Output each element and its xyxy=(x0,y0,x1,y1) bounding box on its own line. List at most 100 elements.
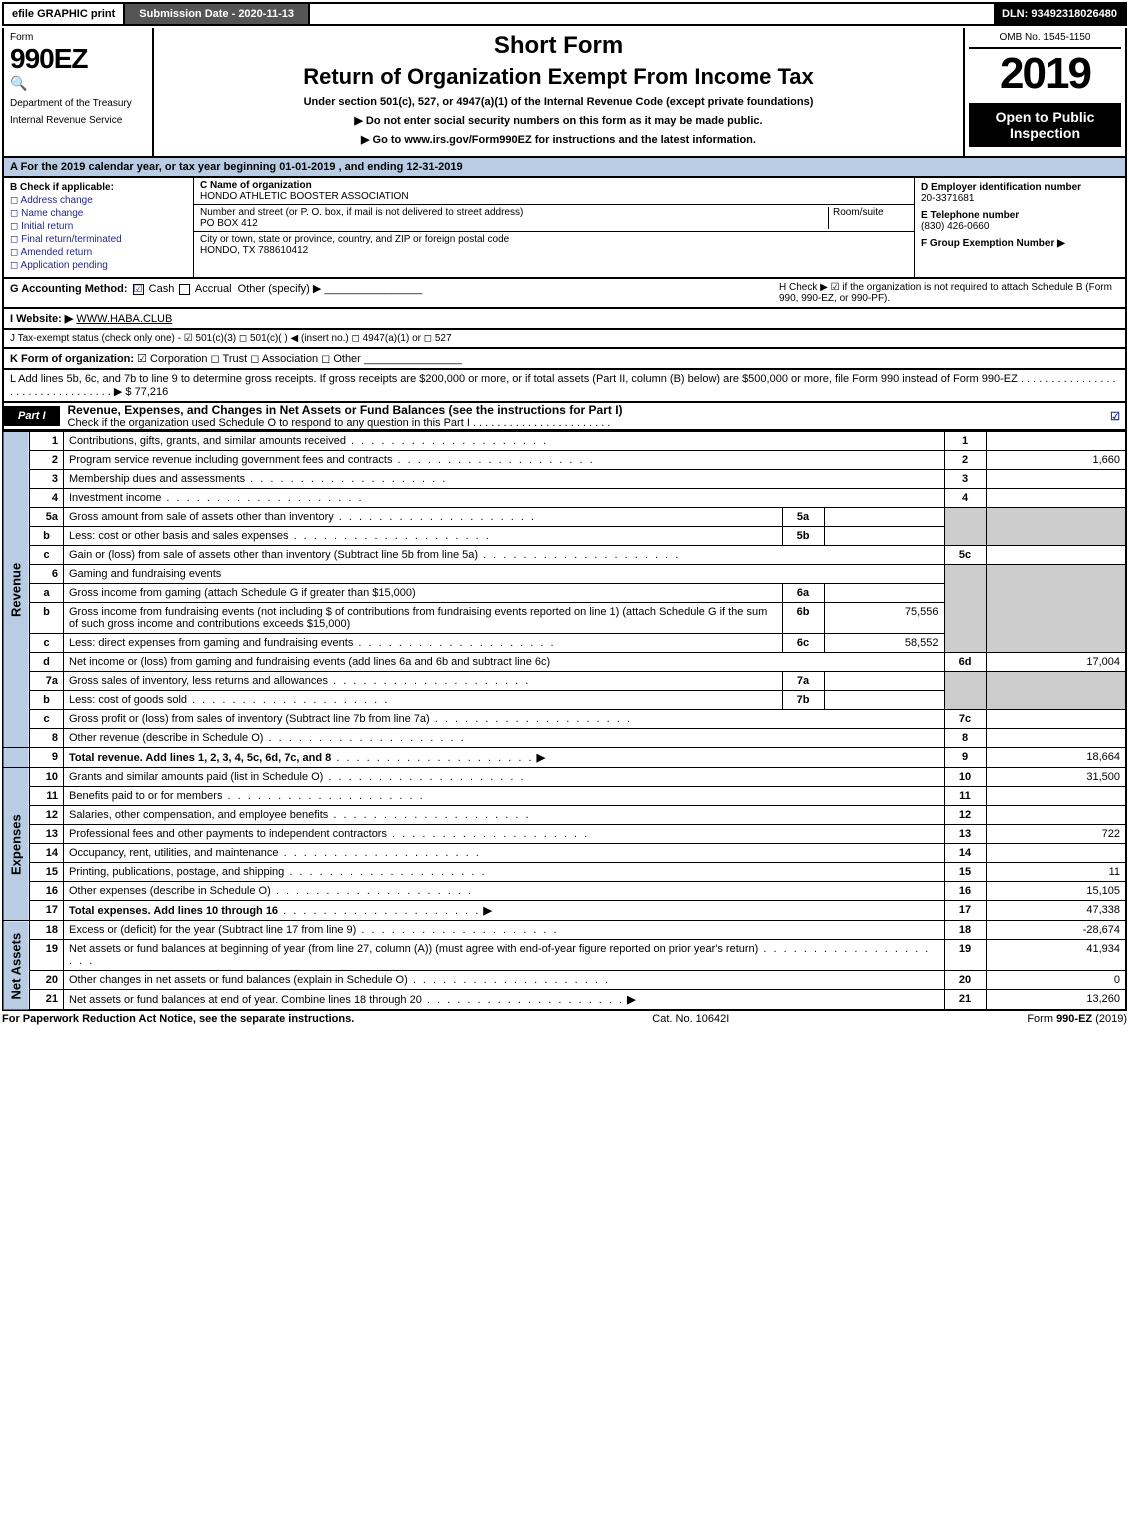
efile-print-button[interactable]: efile GRAPHIC print xyxy=(4,4,125,24)
ln7a-sub xyxy=(824,672,944,691)
ln8-no: 8 xyxy=(30,729,64,748)
ln5a-box: 5a xyxy=(782,508,824,527)
chk-cash[interactable]: ☑ xyxy=(133,284,144,295)
chk-amended-return[interactable]: ◻ Amended return xyxy=(10,247,187,258)
g-cash: Cash xyxy=(149,283,175,295)
ln13-desc: Professional fees and other payments to … xyxy=(64,825,945,844)
ln7b-desc: Less: cost of goods sold xyxy=(64,691,783,710)
ln6b-desc: Gross income from fundraising events (no… xyxy=(64,603,783,634)
part1-check[interactable]: ☑ xyxy=(1105,410,1125,423)
ln15-ref: 15 xyxy=(944,863,986,882)
ln21-desc: Net assets or fund balances at end of ye… xyxy=(64,990,945,1011)
chk-final-return[interactable]: ◻ Final return/terminated xyxy=(10,234,187,245)
ln12-amt xyxy=(986,806,1126,825)
ln7b-no: b xyxy=(30,691,64,710)
ln16-amt: 15,105 xyxy=(986,882,1126,901)
ln11-ref: 11 xyxy=(944,787,986,806)
submission-date-button[interactable]: Submission Date - 2020-11-13 xyxy=(125,4,310,24)
g-other: Other (specify) ▶ xyxy=(238,283,322,295)
ln13-ref: 13 xyxy=(944,825,986,844)
ln2-no: 2 xyxy=(30,451,64,470)
omb-number: OMB No. 1545-1150 xyxy=(969,32,1121,49)
ein-label: D Employer identification number xyxy=(921,182,1119,193)
ln5a-desc: Gross amount from sale of assets other t… xyxy=(64,508,783,527)
ln7b-box: 7b xyxy=(782,691,824,710)
street-label: Number and street (or P. O. box, if mail… xyxy=(200,207,523,218)
org-name: HONDO ATHLETIC BOOSTER ASSOCIATION xyxy=(200,191,409,202)
footer-right: Form 990-EZ (2019) xyxy=(1027,1013,1127,1025)
ln17-amt: 47,338 xyxy=(986,901,1126,921)
col-b: B Check if applicable: ◻ Address change … xyxy=(4,178,194,277)
ln9-amt: 18,664 xyxy=(986,748,1126,768)
ln16-no: 16 xyxy=(30,882,64,901)
netassets-side-label: Net Assets xyxy=(3,921,30,1011)
ln11-no: 11 xyxy=(30,787,64,806)
ln1-desc: Contributions, gifts, grants, and simila… xyxy=(64,432,945,451)
ssn-note: ▶ Do not enter social security numbers o… xyxy=(162,114,955,127)
gex-label: F Group Exemption Number ▶ xyxy=(921,238,1119,249)
part1-grid: Revenue 1 Contributions, gifts, grants, … xyxy=(2,431,1127,1011)
ln4-no: 4 xyxy=(30,489,64,508)
ln14-amt xyxy=(986,844,1126,863)
row-i: I Website: ▶ WWW.HABA.CLUB xyxy=(2,309,1127,330)
ln6d-no: d xyxy=(30,653,64,672)
chk-application-pending[interactable]: ◻ Application pending xyxy=(10,260,187,271)
row-j: J Tax-exempt status (check only one) - ☑… xyxy=(2,330,1127,349)
footer-cat: Cat. No. 10642I xyxy=(652,1013,729,1025)
part1-title: Revenue, Expenses, and Changes in Net As… xyxy=(68,403,1105,429)
ln4-amt xyxy=(986,489,1126,508)
goto-link[interactable]: ▶ Go to www.irs.gov/Form990EZ for instru… xyxy=(162,133,955,146)
website-link[interactable]: WWW.HABA.CLUB xyxy=(76,313,172,325)
ln11-desc: Benefits paid to or for members xyxy=(64,787,945,806)
chk-initial-return[interactable]: ◻ Initial return xyxy=(10,221,187,232)
ln9-no: 9 xyxy=(30,748,64,768)
ln20-desc: Other changes in net assets or fund bala… xyxy=(64,971,945,990)
ln5b-desc: Less: cost or other basis and sales expe… xyxy=(64,527,783,546)
chk-accrual[interactable] xyxy=(179,284,190,295)
g-label: G Accounting Method: xyxy=(10,283,128,295)
ln18-desc: Excess or (deficit) for the year (Subtra… xyxy=(64,921,945,940)
ln20-ref: 20 xyxy=(944,971,986,990)
form-header: Form 990EZ 🔍 Department of the Treasury … xyxy=(2,28,1127,158)
return-title: Return of Organization Exempt From Incom… xyxy=(162,64,955,90)
ln6d-amt: 17,004 xyxy=(986,653,1126,672)
g-accrual: Accrual xyxy=(195,283,232,295)
footer-left: For Paperwork Reduction Act Notice, see … xyxy=(2,1013,354,1025)
ln7ab-shade-amt xyxy=(986,672,1126,710)
ln12-no: 12 xyxy=(30,806,64,825)
i-label: I Website: ▶ xyxy=(10,313,73,325)
ln5ab-shade xyxy=(944,508,986,546)
ln18-no: 18 xyxy=(30,921,64,940)
ln6b-no: b xyxy=(30,603,64,634)
ln10-desc: Grants and similar amounts paid (list in… xyxy=(64,768,945,787)
department-label: Department of the Treasury xyxy=(10,98,146,109)
ln7c-amt xyxy=(986,710,1126,729)
ln2-amt: 1,660 xyxy=(986,451,1126,470)
ln5c-amt xyxy=(986,546,1126,565)
magnifier-icon: 🔍 xyxy=(10,75,146,92)
ln12-ref: 12 xyxy=(944,806,986,825)
ln15-no: 15 xyxy=(30,863,64,882)
entity-row: B Check if applicable: ◻ Address change … xyxy=(2,178,1127,279)
c-name-label: C Name of organization xyxy=(200,180,312,191)
ln7c-no: c xyxy=(30,710,64,729)
ln2-ref: 2 xyxy=(944,451,986,470)
ln3-desc: Membership dues and assessments xyxy=(64,470,945,489)
ln18-amt: -28,674 xyxy=(986,921,1126,940)
ln10-amt: 31,500 xyxy=(986,768,1126,787)
ln2-desc: Program service revenue including govern… xyxy=(64,451,945,470)
ln15-desc: Printing, publications, postage, and shi… xyxy=(64,863,945,882)
ln16-desc: Other expenses (describe in Schedule O) xyxy=(64,882,945,901)
k-opts: ☑ Corporation ◻ Trust ◻ Association ◻ Ot… xyxy=(137,353,361,365)
ln12-desc: Salaries, other compensation, and employ… xyxy=(64,806,945,825)
part1-label: Part I xyxy=(4,406,60,426)
street-value: PO BOX 412 xyxy=(200,218,258,229)
chk-name-change[interactable]: ◻ Name change xyxy=(10,208,187,219)
ln21-ref: 21 xyxy=(944,990,986,1011)
ln5b-no: b xyxy=(30,527,64,546)
ln20-amt: 0 xyxy=(986,971,1126,990)
ln13-no: 13 xyxy=(30,825,64,844)
ln5c-ref: 5c xyxy=(944,546,986,565)
chk-address-change[interactable]: ◻ Address change xyxy=(10,195,187,206)
row-l: L Add lines 5b, 6c, and 7b to line 9 to … xyxy=(2,370,1127,403)
